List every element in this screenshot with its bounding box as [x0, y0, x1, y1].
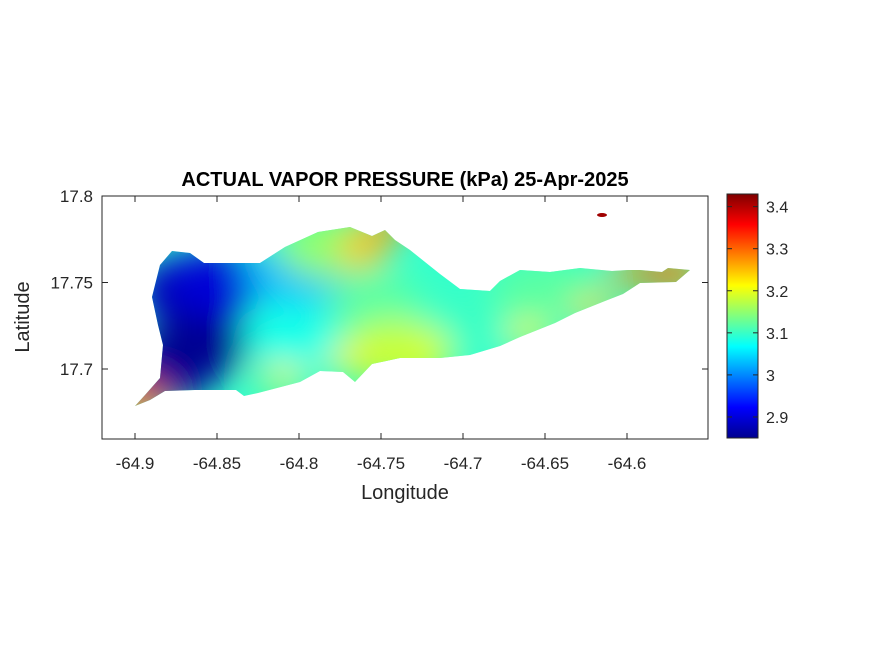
y-tick-label: 17.8 — [60, 187, 93, 206]
colorbar — [726, 193, 759, 439]
colorbar-tick-label: 3.2 — [766, 284, 788, 301]
colorbar-tick-label: 2.9 — [766, 410, 788, 427]
y-tick-label: 17.75 — [50, 274, 93, 293]
colorbar-tick-label: 3.1 — [766, 326, 788, 343]
x-axis-label: Longitude — [361, 482, 449, 504]
x-tick-label: -64.65 — [521, 454, 569, 473]
x-tick-label: -64.7 — [444, 454, 483, 473]
y-tick-label: 17.7 — [60, 360, 93, 379]
colorbar-tick-label: 3 — [766, 368, 775, 385]
y-axis-ticks: 17.8 17.75 17.7 — [50, 187, 708, 379]
colorbar-ticks: 3.4 3.3 3.2 3.1 3 2.9 — [727, 200, 788, 427]
x-tick-label: -64.9 — [116, 454, 155, 473]
x-tick-label: -64.6 — [608, 454, 647, 473]
chart-title: ACTUAL VAPOR PRESSURE (kPa) 25-Apr-2025 — [181, 169, 628, 191]
field-sample-5 — [244, 302, 354, 367]
hotspot-marker — [597, 213, 607, 217]
colorbar-tick-label: 3.4 — [766, 200, 788, 217]
field-sample-3 — [169, 246, 265, 319]
x-tick-label: -64.85 — [193, 454, 241, 473]
y-axis-label: Latitude — [12, 281, 34, 352]
field-rim-0 — [326, 348, 371, 373]
field-rim-8 — [260, 365, 305, 390]
x-tick-label: -64.8 — [280, 454, 319, 473]
x-tick-label: -64.75 — [357, 454, 405, 473]
x-axis-ticks: -64.9 -64.85 -64.8 -64.75 -64.7 -64.65 -64.6 — [116, 196, 647, 473]
colorbar-tick-label: 3.3 — [766, 242, 788, 259]
field-sample-12 — [338, 229, 391, 266]
